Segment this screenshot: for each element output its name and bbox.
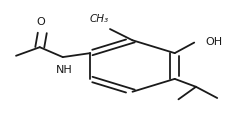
Text: O: O [37, 17, 46, 27]
Text: NH: NH [56, 65, 72, 75]
Text: OH: OH [206, 37, 222, 46]
Text: CH₃: CH₃ [90, 14, 109, 24]
